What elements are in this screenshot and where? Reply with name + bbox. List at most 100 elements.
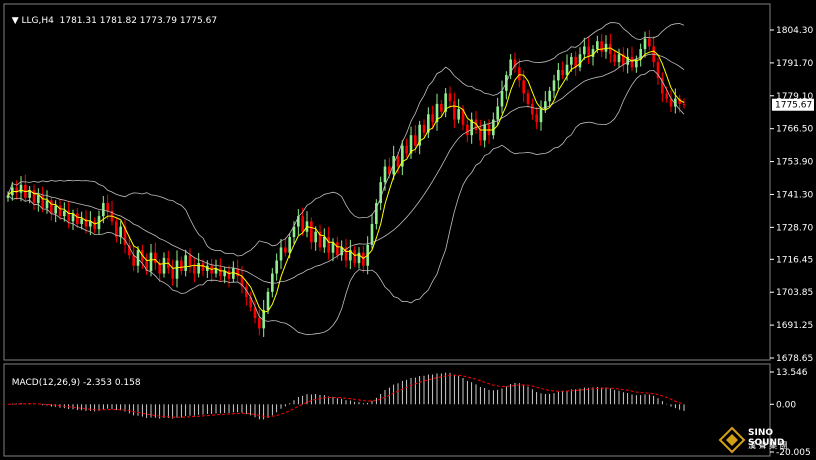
candle-body <box>6 195 10 198</box>
candle-body <box>301 216 304 232</box>
candle-body <box>236 268 239 277</box>
price-tick-label: 1804.30 <box>776 26 813 36</box>
candle-body <box>565 64 569 76</box>
candle-body <box>145 260 148 271</box>
candle-body <box>453 101 456 120</box>
candle-body <box>353 250 356 264</box>
candle-body <box>197 263 200 274</box>
candle-body <box>440 103 443 112</box>
candle-body <box>496 106 499 120</box>
ohlc-readout: 1781.31 1781.82 1773.79 1775.67 <box>59 16 218 26</box>
candle-body <box>574 56 577 68</box>
candle-body <box>431 114 434 123</box>
candle-body <box>188 255 192 266</box>
candle-body <box>214 268 218 274</box>
price-axis: 1804.30 1791.70 1779.10 1766.50 1753.90 1741.… <box>770 26 814 364</box>
candle-body <box>128 244 131 256</box>
candle-body <box>50 200 53 214</box>
candle-body <box>67 210 70 222</box>
candle-body <box>292 226 296 238</box>
candle-body <box>418 124 421 146</box>
candle-body <box>15 187 18 193</box>
candle-body <box>80 218 83 224</box>
candle-body <box>448 93 452 102</box>
candle-body <box>388 166 391 175</box>
candle-body <box>240 276 244 287</box>
macd-header: MACD(12,26,9) -2.353 0.158 <box>6 368 141 388</box>
candle-body <box>266 291 270 311</box>
macd-tick-label: -20.005 <box>776 448 811 458</box>
macd-tick-label: 13.546 <box>776 368 808 378</box>
candle-body <box>227 270 231 279</box>
candle-body <box>483 124 486 141</box>
bollinger-middle <box>7 53 685 284</box>
candle-body <box>275 260 278 274</box>
candle-body <box>678 98 681 104</box>
candle-body <box>323 237 326 248</box>
moving-average-line <box>7 47 685 313</box>
candle-body <box>669 98 673 107</box>
candle-body <box>427 114 430 133</box>
candle-body <box>175 260 179 279</box>
candle-body <box>219 268 222 277</box>
candle-body <box>596 41 599 50</box>
candle-body <box>318 231 322 248</box>
price-tick-label: 1703.85 <box>776 288 813 298</box>
candle-body <box>422 124 426 133</box>
price-tick-label: 1716.45 <box>776 255 813 265</box>
candle-body <box>639 49 642 60</box>
candle-body <box>71 213 75 222</box>
candle-body <box>45 200 49 209</box>
candle-body <box>171 268 174 279</box>
candle-body <box>600 41 603 52</box>
candle-body <box>518 67 521 81</box>
candle-body <box>539 109 543 123</box>
price-tick-label: 1791.70 <box>776 59 813 69</box>
price-tick-label: 1678.65 <box>776 354 813 364</box>
candle-body <box>375 203 378 224</box>
macd-frame <box>3 363 771 457</box>
candle-body <box>54 205 57 214</box>
candle-body <box>357 252 361 264</box>
candle-body <box>193 265 196 274</box>
candle-body <box>522 80 525 94</box>
candle-body <box>526 93 530 104</box>
candle-body <box>76 213 79 224</box>
candle-body <box>444 93 447 112</box>
macd-label: MACD(12,26,9) -2.353 0.158 <box>11 378 141 388</box>
candle-body <box>435 103 439 123</box>
candle-body <box>461 109 465 125</box>
price-plot[interactable] <box>6 22 686 337</box>
candle-body <box>479 129 482 141</box>
candle-body <box>28 190 31 198</box>
price-tick-label: 1728.70 <box>776 223 813 233</box>
candle-body <box>336 242 339 256</box>
candle-body <box>401 145 404 167</box>
candle-body <box>245 286 248 298</box>
price-frame <box>3 3 771 361</box>
candle-body <box>279 247 283 261</box>
candle-body <box>557 69 560 81</box>
candle-body <box>162 257 166 274</box>
current-price-label: 1775.67 <box>775 101 812 111</box>
candle-body <box>344 247 348 261</box>
candle-body <box>513 59 517 68</box>
candle-body <box>682 103 686 105</box>
macd-plot[interactable] <box>7 372 685 420</box>
candle-body <box>63 210 66 217</box>
candle-body <box>370 223 374 245</box>
candle-body <box>284 247 287 253</box>
candle-body <box>32 190 36 204</box>
candle-body <box>635 59 638 68</box>
chart-header: ▼ LLG,H4 1781.31 1781.82 1773.79 1775.67 <box>6 6 217 26</box>
candle-body <box>648 38 651 47</box>
candle-body <box>535 114 538 123</box>
triangle-down-icon[interactable]: ▼ <box>11 16 22 26</box>
candle-body <box>253 307 257 318</box>
candle-body <box>643 38 647 50</box>
candle-body <box>184 255 187 271</box>
candle-body <box>622 54 625 65</box>
candle-body <box>327 237 330 253</box>
candle-body <box>531 103 534 115</box>
